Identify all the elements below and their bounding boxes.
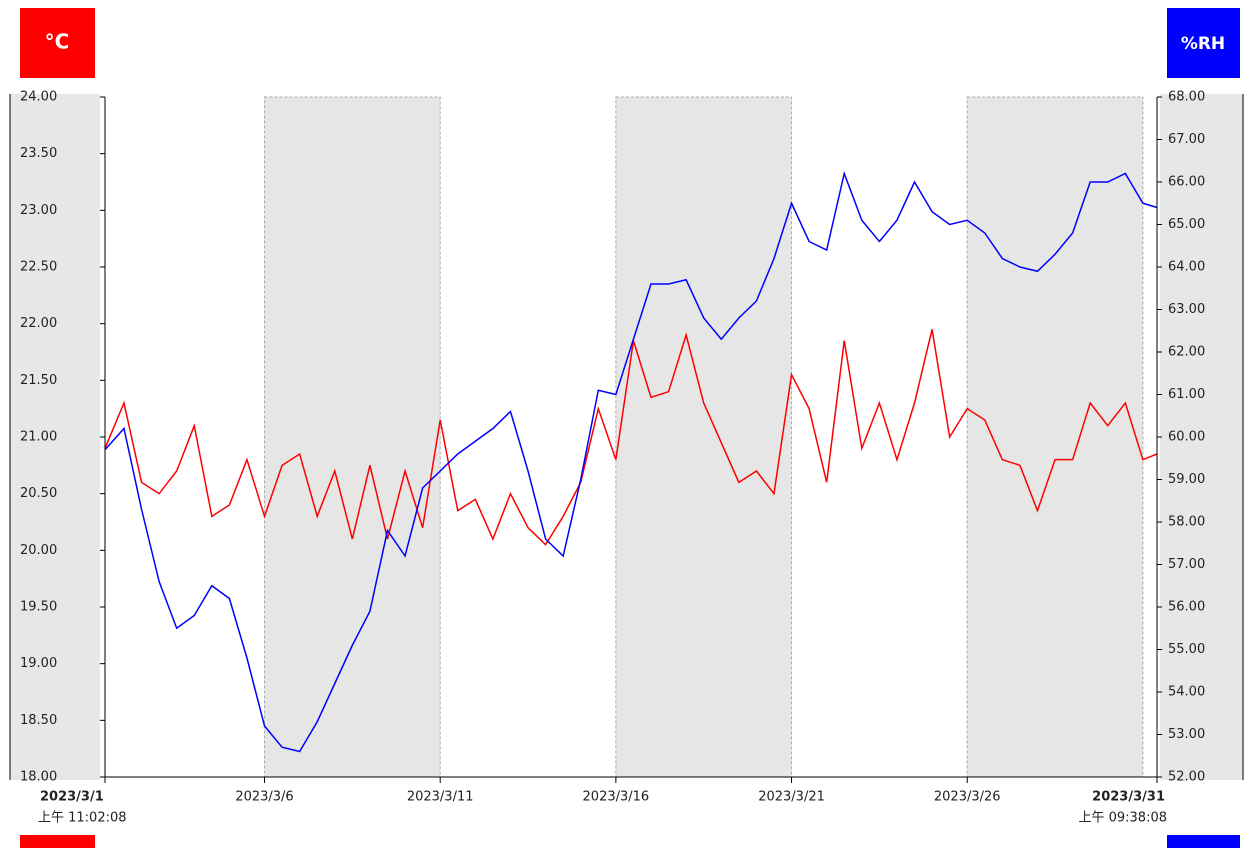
y-tick-label: 20.00 — [20, 543, 57, 558]
y-tick-label: 22.50 — [20, 260, 57, 275]
y2-tick-label: 57.00 — [1168, 557, 1205, 572]
end-time: 上午 09:38:08 — [1078, 811, 1167, 826]
start-date: 2023/3/1 — [40, 790, 104, 805]
y-tick-label: 21.50 — [20, 373, 57, 388]
series-line — [104, 170, 1158, 753]
y-tick-label: 22.00 — [20, 316, 57, 331]
y2-tick-label: 53.00 — [1168, 727, 1205, 742]
y-unit: °C — [45, 30, 70, 54]
y2-tick-label: 52.00 — [1168, 770, 1205, 785]
y2-axis-band — [1160, 94, 1243, 780]
y-tick-label: 18.00 — [20, 770, 57, 785]
x-tick-label: 2023/3/16 — [583, 790, 650, 805]
y2-tick-label: 67.00 — [1168, 132, 1205, 147]
x-tick-label: 2023/3/6 — [235, 790, 293, 805]
y-tick-label: 20.50 — [20, 486, 57, 501]
shaded-band — [264, 96, 441, 778]
y-tick-label: 24.00 — [20, 90, 57, 105]
end-date: 2023/3/31 — [1092, 790, 1165, 805]
y2-unit: %RH — [1181, 34, 1225, 54]
y2-tick-label: 62.00 — [1168, 345, 1205, 360]
x-tick-label: 2023/3/11 — [407, 790, 474, 805]
y2-tick-label: 63.00 — [1168, 302, 1205, 317]
start-time: 上午 11:02:08 — [38, 811, 127, 826]
x-tick-label: 2023/3/21 — [758, 790, 825, 805]
y-axis-band — [10, 94, 100, 780]
y2-tick-label: 59.00 — [1168, 472, 1205, 487]
y-unit-box — [20, 8, 95, 78]
y2-tick-label: 56.00 — [1168, 600, 1205, 615]
y2-tick-label: 68.00 — [1168, 90, 1205, 105]
y2-tick-label: 64.00 — [1168, 260, 1205, 275]
y-unit-box — [20, 835, 95, 848]
y-tick-label: 19.50 — [20, 600, 57, 615]
y2-unit-box — [1167, 8, 1240, 78]
y-tick-label: 18.50 — [20, 713, 57, 728]
y-tick-label: 21.00 — [20, 430, 57, 445]
y2-tick-label: 65.00 — [1168, 217, 1205, 232]
y-tick-label: 23.00 — [20, 203, 57, 218]
shaded-band — [615, 96, 793, 778]
x-tick-label: 2023/3/26 — [934, 790, 1001, 805]
shaded-band — [966, 96, 1144, 778]
y2-tick-label: 60.00 — [1168, 430, 1205, 445]
y2-tick-label: 54.00 — [1168, 685, 1205, 700]
y2-tick-label: 61.00 — [1168, 387, 1205, 402]
y2-tick-label: 55.00 — [1168, 642, 1205, 657]
y-tick-label: 19.00 — [20, 656, 57, 671]
y2-unit-box — [1167, 835, 1240, 848]
y-tick-label: 23.50 — [20, 146, 57, 161]
y2-tick-label: 58.00 — [1168, 515, 1205, 530]
y2-tick-label: 66.00 — [1168, 175, 1205, 190]
